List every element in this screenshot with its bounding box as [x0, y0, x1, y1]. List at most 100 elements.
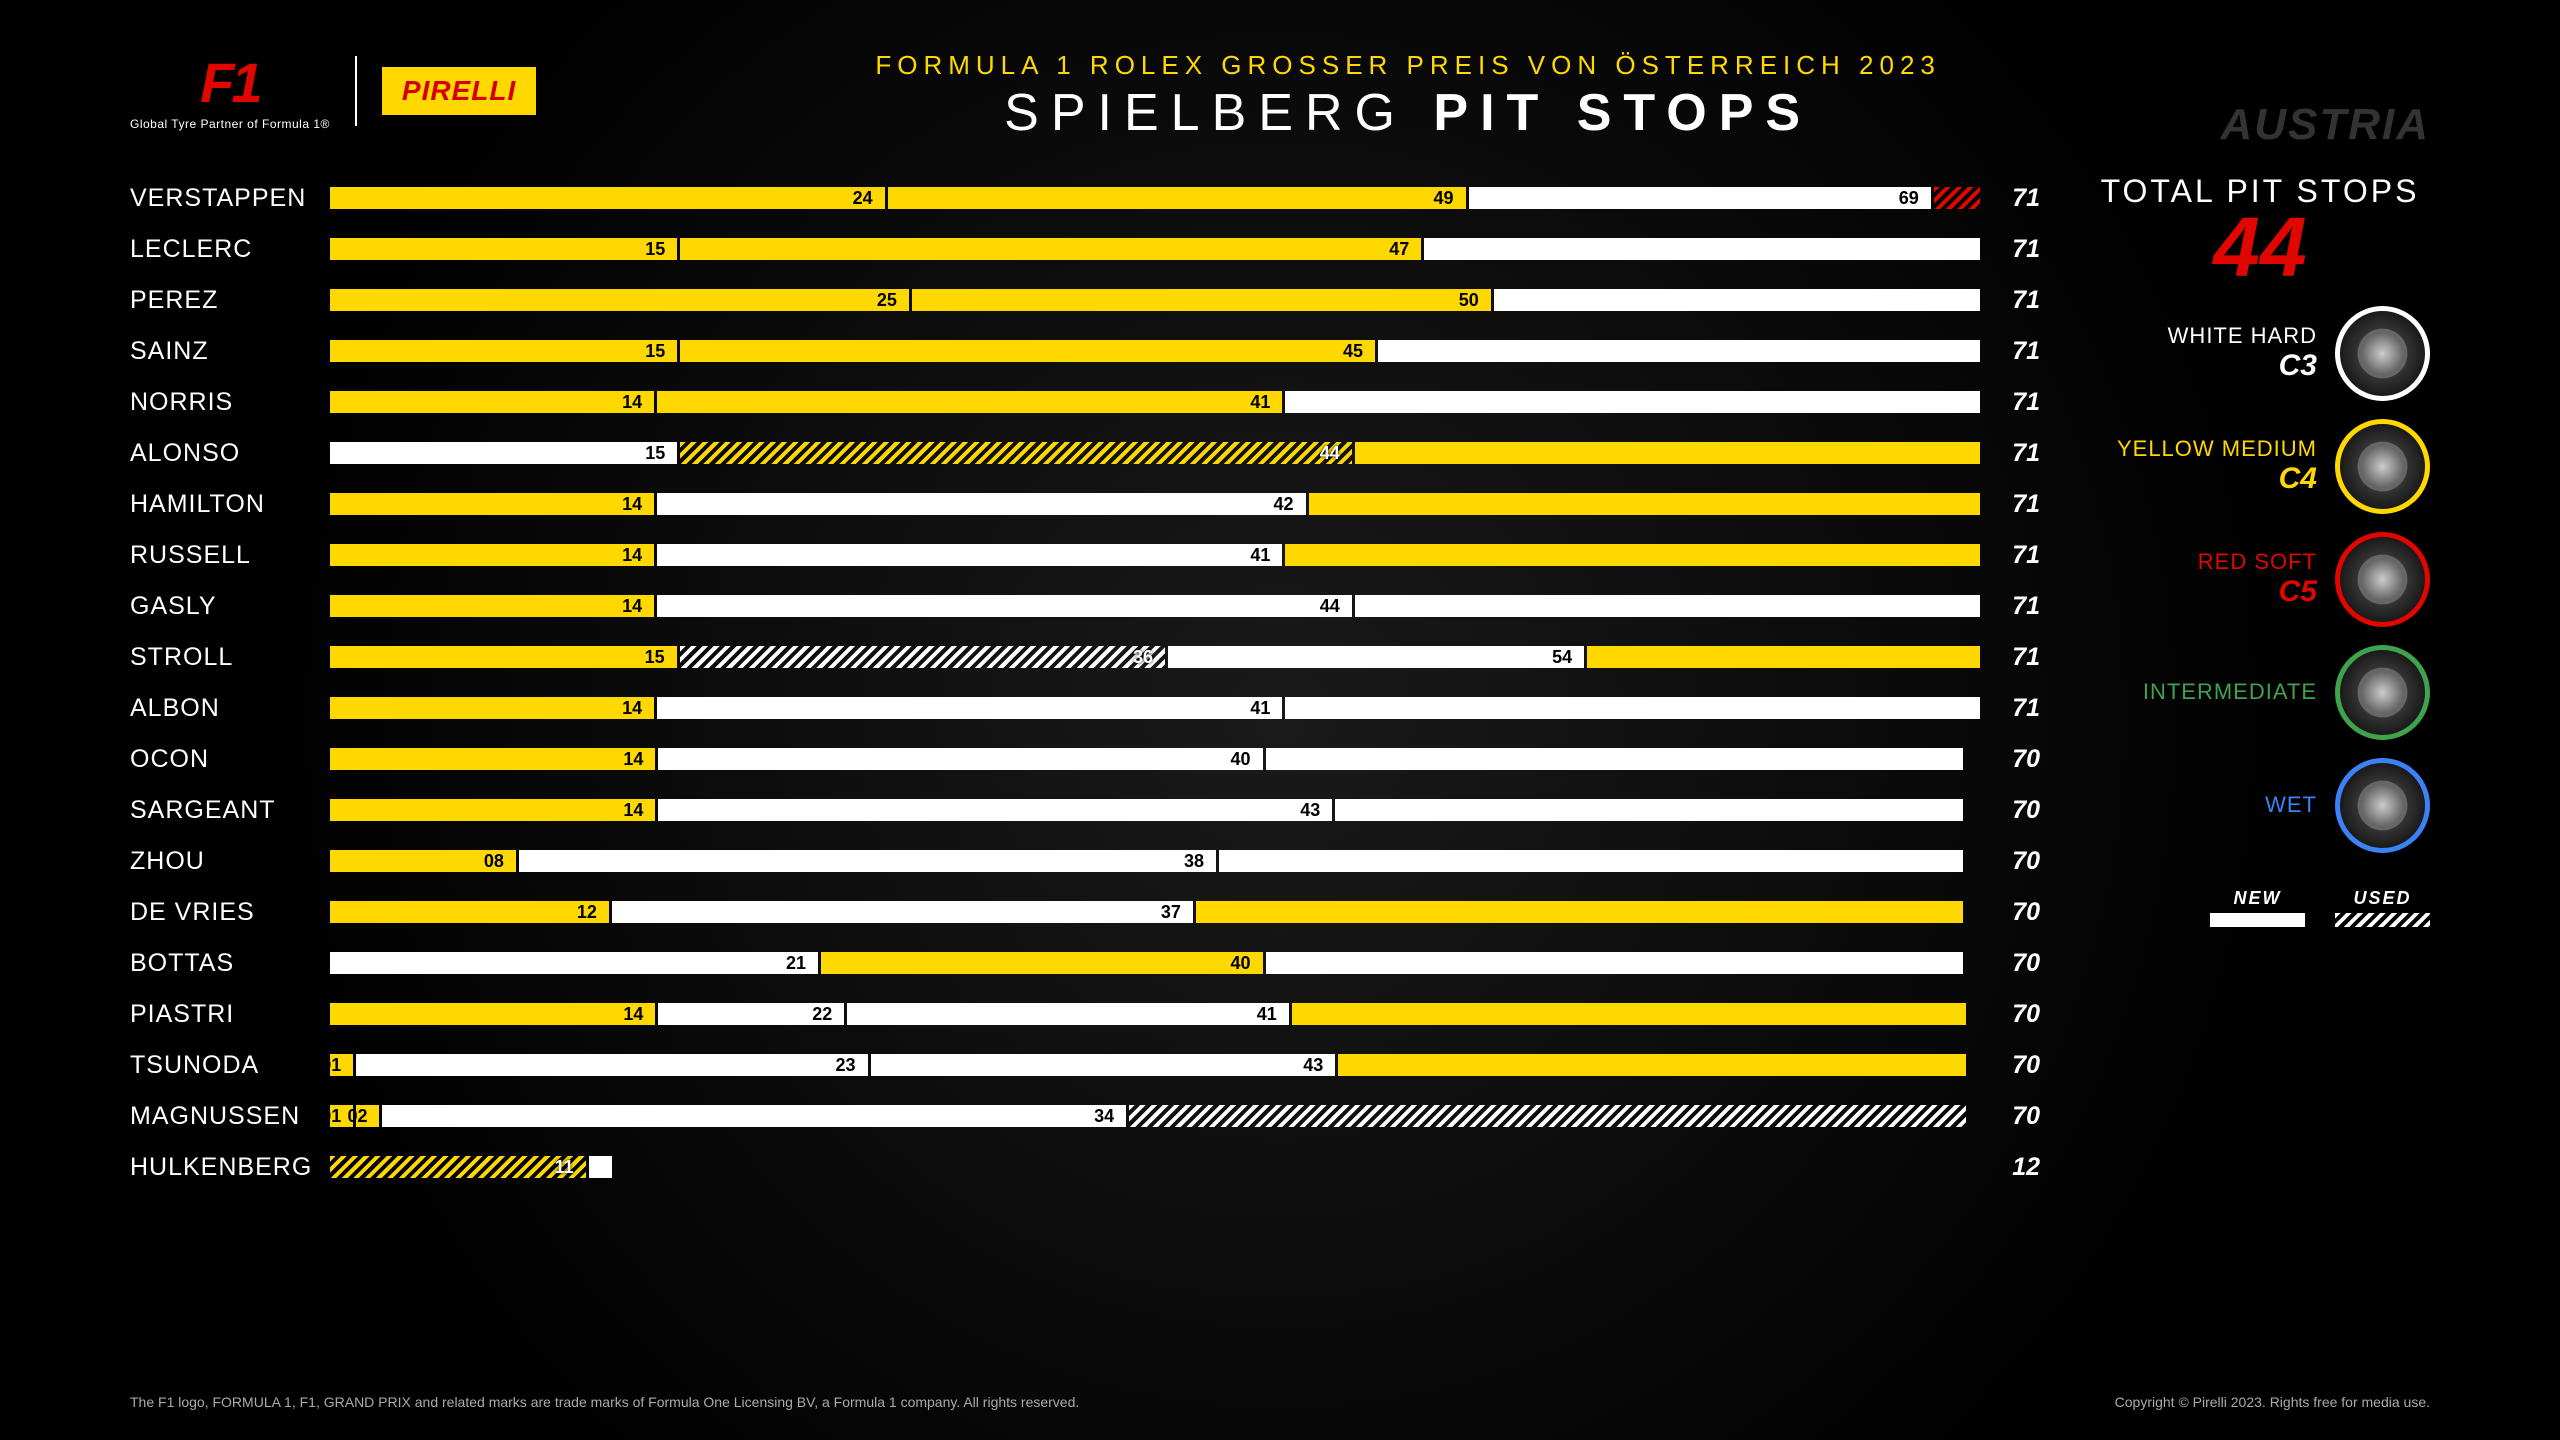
stint-lap-label: 01 [317, 1106, 345, 1127]
driver-row: ALONSO154471 [130, 428, 2040, 478]
stint-lap-label: 44 [1316, 443, 1344, 464]
stint-lap-label: 45 [1339, 341, 1367, 362]
stint-lap-label: 15 [641, 443, 669, 464]
stint-segment [1424, 238, 1980, 260]
stint-segment [1355, 442, 1980, 464]
stint-segment: 11 [330, 1156, 586, 1178]
stint-bar: 1442 [330, 493, 1980, 515]
driver-row: ZHOU083870 [130, 836, 2040, 886]
driver-row: NORRIS144171 [130, 377, 2040, 427]
stint-bar: 012343 [330, 1054, 1980, 1076]
stint-bar: 2140 [330, 952, 1980, 974]
tyre-wheel-icon [2335, 306, 2430, 401]
f1-tagline: Global Tyre Partner of Formula 1® [130, 117, 330, 131]
stint-segment [1129, 1105, 1966, 1127]
stint-segment: 41 [657, 697, 1282, 719]
legend-new: NEW [2210, 888, 2305, 927]
stint-lap-label: 41 [1246, 698, 1274, 719]
driver-row: SAINZ154571 [130, 326, 2040, 376]
stint-segment [1338, 1054, 1965, 1076]
driver-row: MAGNUSSEN01023470 [130, 1091, 2040, 1141]
stint-lap-label: 43 [1299, 1055, 1327, 1076]
driver-total-laps: 70 [1980, 847, 2040, 876]
stint-segment: 15 [330, 340, 677, 362]
stint-lap-label: 49 [1430, 188, 1458, 209]
stint-bar: 14 22 41 [330, 1003, 1980, 1025]
stint-lap-label: 01 [317, 1055, 345, 1076]
tyre-name: WHITE HARD [2168, 323, 2317, 349]
driver-total-laps: 71 [1980, 286, 2040, 315]
stint-segment: 14 [330, 391, 654, 413]
stint-lap-label: 14 [619, 800, 647, 821]
driver-row: GASLY144471 [130, 581, 2040, 631]
driver-total-laps: 71 [1980, 184, 2040, 213]
stint-bar: 244969 [330, 187, 1980, 209]
stint-lap-label: 14 [619, 1004, 647, 1025]
driver-total-laps: 70 [1980, 796, 2040, 825]
stint-segment: 36 [680, 646, 1165, 668]
stint-lap-label: 14 [618, 392, 646, 413]
stint-segment [1335, 799, 1962, 821]
tyre-wheel-icon [2335, 645, 2430, 740]
stint-bar: 14 41 [330, 697, 1980, 719]
stint-segment: 37 [612, 901, 1193, 923]
stint-segment: 14 [330, 544, 654, 566]
driver-name: TSUNODA [130, 1051, 330, 1080]
stint-segment: 15 [330, 646, 677, 668]
stint-segment: 14 [330, 595, 654, 617]
driver-total-laps: 70 [1980, 949, 2040, 978]
tyre-legend-item: INTERMEDIATE [2143, 645, 2430, 740]
logo-block: F1 Global Tyre Partner of Formula 1® PIR… [130, 50, 536, 131]
stint-lap-label: 40 [1227, 953, 1255, 974]
tyre-label: RED SOFTC5 [2198, 549, 2317, 609]
stint-lap-label: 14 [618, 698, 646, 719]
stint-segment: 14 [330, 697, 654, 719]
stint-bar: 11 [330, 1156, 1980, 1178]
driver-row: STROLL15365471 [130, 632, 2040, 682]
stint-lap-label: 37 [1157, 902, 1185, 923]
logo-divider [355, 56, 357, 126]
driver-name: STROLL [130, 643, 330, 672]
driver-name: HULKENBERG [130, 1153, 330, 1182]
stint-segment: 14 [330, 493, 654, 515]
stint-bar: 1545 [330, 340, 1980, 362]
stint-lap-label: 34 [1090, 1106, 1118, 1127]
driver-row: DE VRIES123770 [130, 887, 2040, 937]
country-label: AUSTRIA [2220, 100, 2430, 150]
stint-segment [1285, 697, 1980, 719]
tyre-wheel-icon [2335, 532, 2430, 627]
stint-segment: 01 [330, 1054, 353, 1076]
tyre-name: YELLOW MEDIUM [2117, 436, 2317, 462]
tyre-label: INTERMEDIATE [2143, 679, 2317, 705]
stint-lap-label: 15 [641, 647, 669, 668]
driver-name: BOTTAS [130, 949, 330, 978]
tyre-name: RED SOFT [2198, 549, 2317, 575]
stint-segment: 12 [330, 901, 609, 923]
stint-segment: 40 [821, 952, 1263, 974]
footer: The F1 logo, FORMULA 1, F1, GRAND PRIX a… [130, 1394, 2430, 1410]
footer-left: The F1 logo, FORMULA 1, F1, GRAND PRIX a… [130, 1394, 1079, 1410]
stint-lap-label: 12 [573, 902, 601, 923]
pirelli-logo: PIRELLI [382, 67, 536, 115]
stint-lap-label: 43 [1296, 800, 1324, 821]
driver-row: RUSSELL144171 [130, 530, 2040, 580]
tyre-name: WET [2265, 792, 2317, 818]
stint-lap-label: 08 [480, 851, 508, 872]
driver-name: SAINZ [130, 337, 330, 366]
legend-new-swatch [2210, 913, 2305, 927]
stint-lap-label: 22 [808, 1004, 836, 1025]
footer-right: Copyright © Pirelli 2023. Rights free fo… [2115, 1394, 2430, 1410]
stint-segment: 49 [888, 187, 1466, 209]
stint-segment [1266, 952, 1963, 974]
tyre-code: C5 [2198, 575, 2317, 609]
stint-segment [1196, 901, 1963, 923]
stint-segment: 41 [847, 1003, 1289, 1025]
stint-segment [1285, 391, 1980, 413]
driver-name: PIASTRI [130, 1000, 330, 1029]
driver-total-laps: 71 [1980, 694, 2040, 723]
stint-bar: 1440 [330, 748, 1980, 770]
stint-lap-label: 69 [1895, 188, 1923, 209]
tyre-legend-item: WET [2265, 758, 2430, 853]
stint-lap-label: 14 [619, 749, 647, 770]
tyre-label: WHITE HARDC3 [2168, 323, 2317, 383]
